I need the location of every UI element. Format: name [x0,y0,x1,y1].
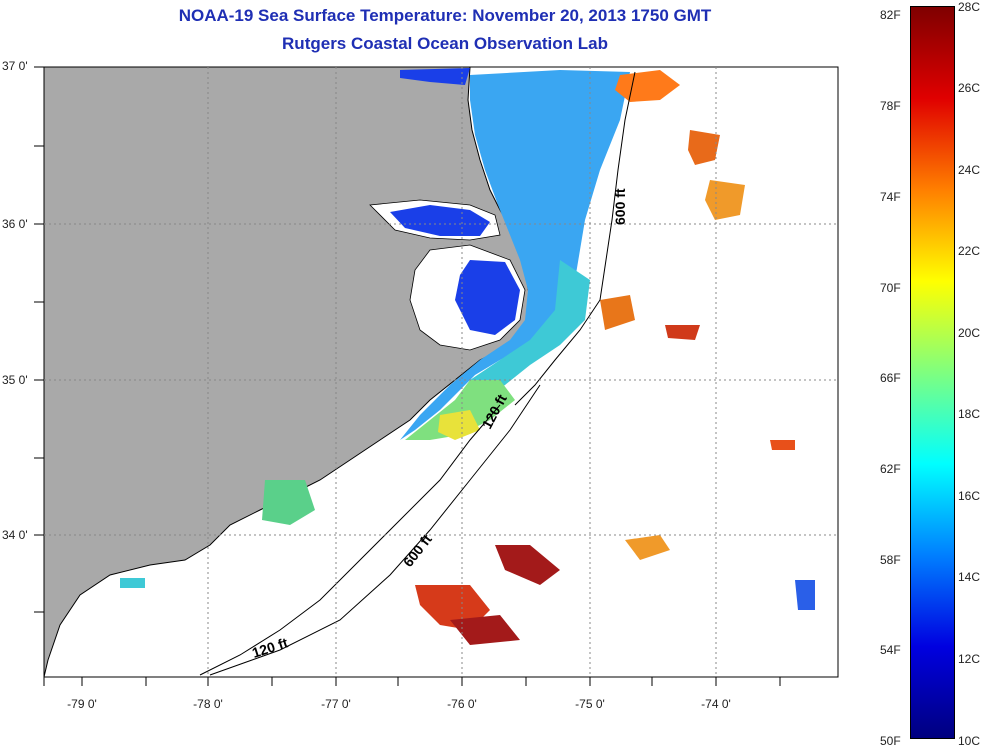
sst-green-band [405,380,515,440]
sst-warm-patch-3 [600,295,635,330]
colorbar-c-20: 20C [958,326,981,340]
colorbar-f-54: 54F [880,643,901,657]
map-title: NOAA-19 Sea Surface Temperature: Novembe… [178,6,712,25]
colorbar-c-10: 10C [958,734,981,748]
grid-lines [44,67,838,677]
lat-label-37: 37 0' [2,59,28,73]
lon-label-78: -78 0' [193,697,223,711]
sst-warm-patch-1 [688,130,720,165]
sst-yellow-patch [438,410,480,440]
pamlico-water [455,260,520,335]
axis-ticks [34,66,781,686]
colorbar-f-70: 70F [880,281,901,295]
sst-coastal-band [400,70,630,440]
contour-600ft-south [209,384,541,676]
lon-label-76: -76 0' [447,697,477,711]
sst-blue-patch-se [795,580,815,610]
lon-label-79: -79 0' [67,697,97,711]
colorbar-f-58: 58F [880,553,901,567]
sst-teal-band [470,260,590,400]
contour-600ft-north [514,71,636,406]
lat-label-35: 35 0' [2,373,28,387]
colorbar-c-16: 16C [958,489,981,503]
colorbar-f-82: 82F [880,8,901,22]
lon-label-77: -77 0' [321,697,351,711]
colorbar-c-26: 26C [958,81,981,95]
sst-nearshore-blue [400,68,470,85]
sst-warm-patch-5 [625,535,670,560]
colorbar-c-12: 12C [958,652,981,666]
sst-warm-patch-6 [770,440,795,450]
sst-green-patch-sw [262,480,315,525]
sst-warm-patch-ne [615,70,680,102]
lat-label-34: 34 0' [2,528,28,542]
colorbar-f-50: 50F [880,734,901,748]
sound-water-cold [390,205,490,236]
contour-label-600ft-north: 600 ft [612,188,628,225]
colorbar-f-66: 66F [880,371,901,385]
colorbar-c-24: 24C [958,163,981,177]
sst-hot-patch-s1 [495,545,560,585]
colorbar-c-18: 18C [958,407,981,421]
lon-label-74: -74 0' [701,697,731,711]
colorbar-f-74: 74F [880,190,901,204]
contour-120ft-south [199,404,501,676]
map-subtitle: Rutgers Coastal Ocean Observation Lab [282,34,608,53]
lat-label-36: 36 0' [2,217,28,231]
sst-hot-patch-s3 [450,615,520,645]
sst-warm-patch-2 [705,180,745,220]
colorbar-c-28: 28C [958,0,981,14]
sst-warm-patch-4 [665,325,700,340]
colorbar-c-22: 22C [958,244,981,258]
colorbar-f-78: 78F [880,99,901,113]
colorbar-f-62: 62F [880,462,901,476]
lon-label-75: -75 0' [575,697,605,711]
colorbar-c-14: 14C [958,570,981,584]
sst-cyan-patch-sw [120,578,145,588]
temperature-colorbar [910,6,955,739]
